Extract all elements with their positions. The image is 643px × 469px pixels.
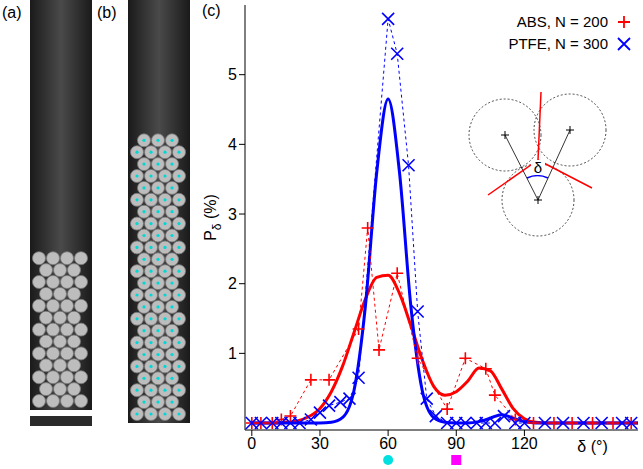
svg-text:4: 4 <box>228 136 237 153</box>
svg-text:PTFE, N = 300: PTFE, N = 300 <box>508 35 608 52</box>
svg-text:5: 5 <box>228 66 237 83</box>
svg-text:ABS, N = 200: ABS, N = 200 <box>517 13 608 30</box>
svg-text:(b): (b) <box>97 4 117 21</box>
svg-text:90: 90 <box>447 435 465 452</box>
svg-text:0: 0 <box>247 435 256 452</box>
svg-text:2: 2 <box>228 275 237 292</box>
svg-text:(c): (c) <box>202 2 221 19</box>
svg-text:30: 30 <box>311 435 329 452</box>
svg-text:(a): (a) <box>2 4 22 21</box>
svg-text:δ (°): δ (°) <box>577 438 607 455</box>
svg-text:δ: δ <box>534 159 542 176</box>
svg-text:Pδ (%): Pδ (%) <box>202 194 224 241</box>
svg-text:60: 60 <box>379 435 397 452</box>
svg-text:1: 1 <box>228 345 237 362</box>
svg-text:120: 120 <box>511 435 538 452</box>
svg-text:3: 3 <box>228 206 237 223</box>
